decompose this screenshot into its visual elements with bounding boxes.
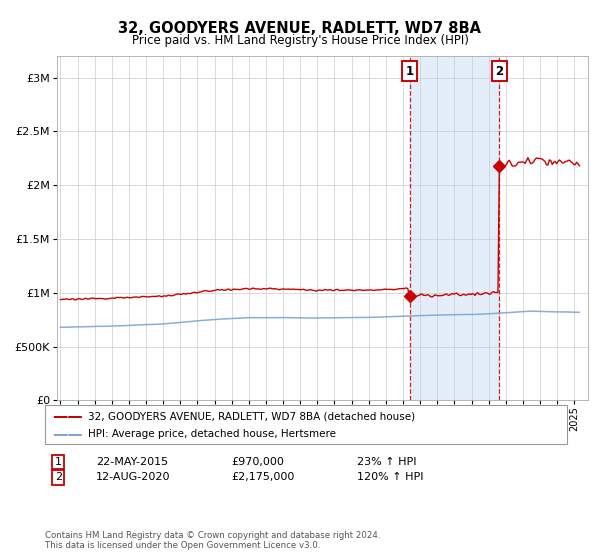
Text: 2: 2 (495, 64, 503, 78)
Bar (410, 56, 499, 400)
Text: Price paid vs. HM Land Registry's House Price Index (HPI): Price paid vs. HM Land Registry's House … (131, 34, 469, 46)
Text: ——: —— (52, 427, 83, 441)
Text: 120% ↑ HPI: 120% ↑ HPI (357, 472, 424, 482)
Text: £970,000: £970,000 (231, 457, 284, 467)
Text: 32, GOODYERS AVENUE, RADLETT, WD7 8BA (detached house): 32, GOODYERS AVENUE, RADLETT, WD7 8BA (d… (88, 411, 415, 421)
Text: 32, GOODYERS AVENUE, RADLETT, WD7 8BA: 32, GOODYERS AVENUE, RADLETT, WD7 8BA (119, 21, 482, 36)
Text: 22-MAY-2015: 22-MAY-2015 (96, 457, 168, 467)
Text: HPI: Average price, detached house, Hertsmere: HPI: Average price, detached house, Hert… (88, 429, 336, 439)
Text: 12-AUG-2020: 12-AUG-2020 (96, 472, 170, 482)
Text: ——: —— (52, 409, 83, 423)
Text: 2: 2 (55, 472, 62, 482)
Text: 1: 1 (406, 64, 413, 78)
Text: 23% ↑ HPI: 23% ↑ HPI (357, 457, 416, 467)
Text: Contains HM Land Registry data © Crown copyright and database right 2024.
This d: Contains HM Land Registry data © Crown c… (45, 530, 380, 550)
Text: £2,175,000: £2,175,000 (231, 472, 295, 482)
Text: 1: 1 (55, 457, 62, 467)
